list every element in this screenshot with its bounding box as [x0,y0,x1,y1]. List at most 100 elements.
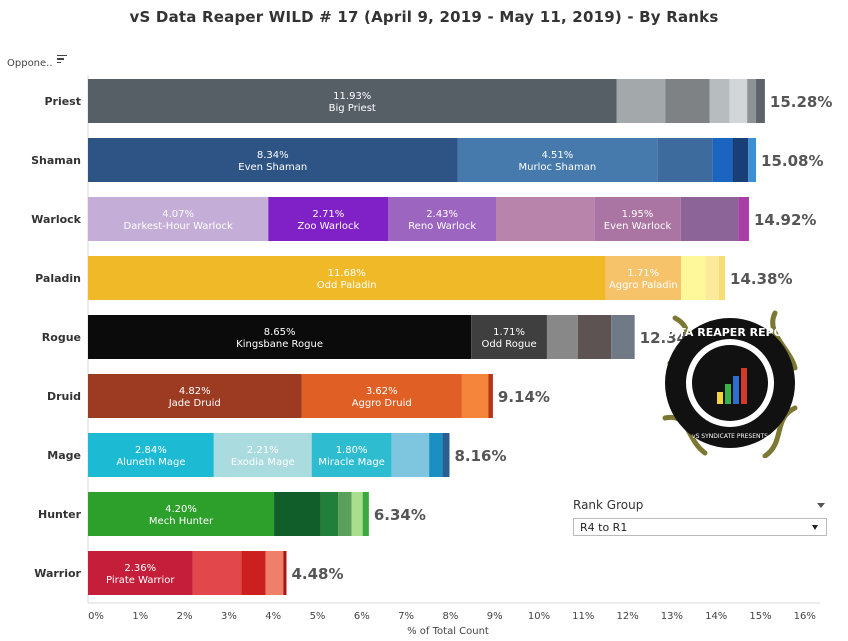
y-axis-header[interactable]: Oppone.. [7,58,53,69]
bar-segment[interactable] [577,315,612,359]
bar-segment[interactable] [709,79,730,123]
bar-segment[interactable] [718,256,726,300]
bar-segment[interactable] [88,551,193,595]
bar-segment[interactable] [748,138,757,182]
bar-segment[interactable] [442,433,450,477]
bar-segment[interactable] [457,138,658,182]
x-tick-label: 5% [310,611,326,622]
bar-segment[interactable] [471,315,547,359]
bar-segment[interactable] [362,492,369,536]
bar-segment[interactable] [88,79,617,123]
segment-archetype-label: Odd Rogue [481,339,536,350]
segment-archetype-label: Kingsbane Rogue [236,339,323,350]
rank-group-select[interactable]: R4 to R1 [573,518,827,536]
class-label[interactable]: Hunter [38,508,82,521]
chevron-down-icon[interactable] [812,525,818,530]
segment-archetype-label: Pirate Warrior [106,575,175,586]
bar-segment[interactable] [594,197,681,241]
bar-segment[interactable] [320,492,339,536]
data-reaper-report-logo: DATA REAPER REPORT vS SYNDICATE PRESENTS [661,310,799,458]
segment-value-label: 11.68% [328,268,366,279]
bar-segment[interactable] [496,197,595,241]
bar-segment[interactable] [611,315,635,359]
segment-value-label: 11.93% [333,91,371,102]
class-label[interactable]: Paladin [35,272,81,285]
bar-segment[interactable] [705,256,719,300]
bar-segment[interactable] [712,138,733,182]
bar-segment[interactable] [241,551,266,595]
bar-chart-icon [717,368,747,404]
segment-archetype-label: Jade Druid [168,398,221,409]
sort-descending-icon[interactable] [57,55,67,65]
class-label[interactable]: Priest [44,95,81,108]
bar-segment[interactable] [274,492,321,536]
bar-segment[interactable] [265,551,284,595]
chart-title: vS Data Reaper WILD # 17 (April 9, 2019 … [129,8,719,26]
segment-archetype-label: Exodia Mage [231,457,295,468]
class-total-label: 9.14% [498,388,550,406]
bar-segment[interactable] [665,79,710,123]
bar-segment[interactable] [747,79,757,123]
rank-group-value: R4 to R1 [580,521,628,534]
x-tick-label: 12% [616,611,638,622]
x-tick-label: 9% [487,611,503,622]
segment-value-label: 1.80% [336,445,368,456]
bar-segment[interactable] [429,433,443,477]
filter-menu-chevron-icon[interactable] [817,503,825,508]
bar-segment[interactable] [311,433,392,477]
bar-segment[interactable] [351,492,363,536]
segment-value-label: 4.82% [179,386,211,397]
logo-text-bottom: vS SYNDICATE PRESENTS [692,433,768,440]
bar-segment[interactable] [338,492,352,536]
bar-segment[interactable] [213,433,312,477]
segment-value-label: 8.34% [257,150,289,161]
x-tick-label: 14% [705,611,727,622]
class-label[interactable]: Mage [47,449,81,462]
bar-segment[interactable] [546,315,578,359]
segment-value-label: 1.71% [627,268,659,279]
bar-segment[interactable] [461,374,489,418]
class-label[interactable]: Shaman [31,154,81,167]
class-label[interactable]: Warrior [34,567,81,580]
bar-segment[interactable] [301,374,462,418]
bar-segment[interactable] [88,315,472,359]
bar-segment[interactable] [756,79,765,123]
bar-segment[interactable] [605,256,682,300]
bar-segment[interactable] [657,138,713,182]
class-label[interactable]: Druid [47,390,81,403]
class-total-label: 4.48% [291,565,343,583]
class-label[interactable]: Warlock [31,213,81,226]
bar-segment[interactable] [391,433,430,477]
bar-segment[interactable] [192,551,242,595]
segment-value-label: 2.36% [124,563,156,574]
segment-archetype-label: Big Priest [329,103,376,114]
bar-segment[interactable] [729,79,748,123]
x-tick-label: 7% [398,611,414,622]
bar-segment[interactable] [88,138,458,182]
bar-segment[interactable] [488,374,493,418]
bar-segment[interactable] [388,197,497,241]
bar-segment[interactable] [268,197,389,241]
bar-segment[interactable] [88,374,302,418]
bar-segment[interactable] [88,197,269,241]
bar-segment[interactable] [616,79,666,123]
bar-segment[interactable] [681,256,706,300]
bar-segment[interactable] [88,433,214,477]
segment-value-label: 1.95% [622,209,654,220]
rank-group-title: Rank Group [573,498,644,512]
bar-segment[interactable] [732,138,749,182]
bar-segment[interactable] [680,197,739,241]
class-label[interactable]: Rogue [42,331,81,344]
class-total-label: 15.08% [761,152,823,170]
segment-archetype-label: Even Warlock [604,221,672,232]
x-tick-label: 0% [88,611,104,622]
x-tick-label: 15% [749,611,771,622]
bar-segment[interactable] [88,492,275,536]
x-tick-label: 6% [354,611,370,622]
bar-segment[interactable] [88,256,606,300]
segment-archetype-label: Odd Paladin [317,280,377,291]
segment-value-label: 2.71% [312,209,344,220]
bar-segment[interactable] [283,551,287,595]
bar-segment[interactable] [738,197,749,241]
